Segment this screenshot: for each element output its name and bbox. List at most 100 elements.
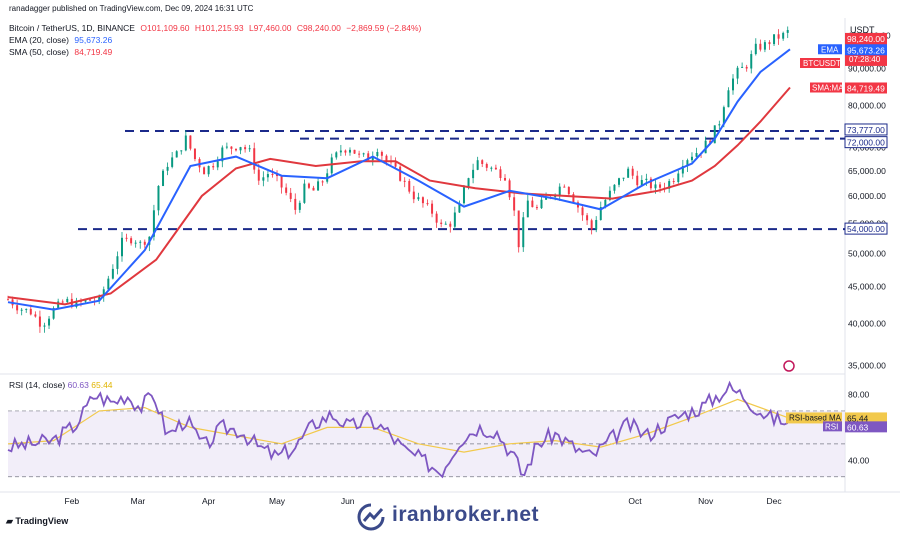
level-tag-label: 72,000.00 [847,138,885,148]
candle-body [189,135,192,149]
candle-body [668,181,671,189]
candle-body [745,66,748,69]
candle-body [608,190,611,200]
candle-body [358,153,361,155]
last-price: 98,240.00 [847,34,885,44]
rsi-value-bg [845,421,887,433]
candle-body [266,174,269,178]
candle-body [171,157,174,167]
candle-body [563,186,566,188]
candle-body [371,156,374,161]
time-tick-label: Jun [341,496,355,506]
candle-body [431,203,434,214]
price-tick-label: 45,000.00 [848,281,886,291]
candle-body [403,180,406,182]
candle-body [38,316,41,327]
rsi-band-fill [8,410,845,477]
candle-body [380,151,383,156]
candle-body [303,183,306,203]
candle-body [175,151,178,158]
candle-body [280,176,283,188]
candle-body [216,161,219,168]
ema-legend-value: 95,673.26 [74,35,113,45]
candle-body [599,207,602,220]
candle-body [476,160,479,170]
candle-body [330,157,333,174]
sma-legend-label: SMA (50, close) [9,47,69,57]
sma-legend[interactable]: SMA (50, close) 84,719.49 [9,47,115,57]
candle-body [499,169,502,178]
candle-body [339,150,342,153]
candle-body [244,147,247,150]
candle-body [782,32,785,39]
rsi-legend-extra: 65.44 [91,380,113,390]
rsi-tick-label: 40.00 [848,455,870,465]
candle-body [271,174,274,176]
iranbroker-logo-icon [357,503,385,531]
candle-body [203,167,206,175]
rsi-tick-label: 80.00 [848,389,870,399]
candle-body [162,170,165,186]
candle-body [385,155,388,162]
candle-body [440,222,443,224]
candle-body [627,168,630,178]
rsi-line [7,380,789,479]
time-tick-label: May [269,496,286,506]
candle-body [253,148,256,170]
candle-body [193,148,196,160]
price-tick-label: 65,000.00 [848,166,886,176]
time-tick-label: Dec [766,496,782,506]
time-tick-label: Nov [698,496,714,506]
candle-body [613,184,616,191]
candle-body [754,43,757,55]
time-tick-label: Oct [628,496,642,506]
candle-body [230,146,233,149]
candle-body [276,174,279,177]
candle-body [435,213,438,223]
candle-body [298,202,301,210]
candle-body [586,215,589,221]
candle-body [444,223,447,225]
currency-label[interactable]: USDT [850,25,875,35]
rsi-tag-bg [823,421,842,432]
rsi-ma-tag: RSI-based MA [789,413,842,422]
candle-body [143,241,146,245]
candle-body [75,300,78,307]
candle-body [394,162,397,167]
rsi-tag: RSI [825,422,838,431]
tradingview-logo[interactable]: ▰ TradingView [6,516,68,527]
rsi-ma-line [7,398,791,453]
candle-body [289,192,292,199]
publisher-line: ranadagger published on TradingView.com,… [9,4,254,13]
candle-body [25,308,28,310]
candle-body [462,187,465,204]
candle-body [704,140,707,154]
candle-body [212,166,215,168]
candle-body [111,268,114,279]
candle-body [257,169,260,181]
rsi-ma-tag-bg [786,412,842,424]
sma-tag-bg [810,82,842,93]
candle-body [485,163,488,168]
candle-body [221,147,224,162]
candle-body [29,308,32,315]
time-tick-label: Mar [131,496,146,506]
candle-body [367,153,370,161]
level-tag [844,222,888,235]
high-value: H101,215.93 [194,23,244,33]
level-tag-label: 54,000.00 [847,224,885,234]
watermark-text: iranbroker.net [392,503,540,526]
candle-body [453,212,456,227]
candle-body [508,180,511,198]
candle-body [139,241,142,243]
candle-body [545,196,548,200]
candle-body [640,179,643,186]
candle-body [713,125,716,144]
candle-body [116,256,119,269]
candle-body [472,169,475,179]
candle-body [66,298,69,303]
ema-legend[interactable]: EMA (20, close) 95,673.26 [9,35,115,45]
candle-body [16,305,19,311]
rsi-legend[interactable]: RSI (14, close) 60.63 65.44 [9,380,113,390]
